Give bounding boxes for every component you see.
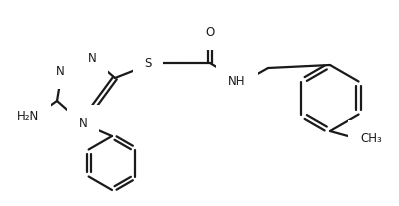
Text: CH₃: CH₃ [360, 131, 382, 144]
Text: N: N [79, 117, 87, 130]
Text: NH: NH [228, 75, 246, 88]
Text: H₂N: H₂N [17, 110, 39, 123]
Text: S: S [144, 56, 152, 69]
Text: N: N [88, 52, 97, 64]
Text: O: O [205, 26, 215, 39]
Text: N: N [55, 64, 64, 77]
